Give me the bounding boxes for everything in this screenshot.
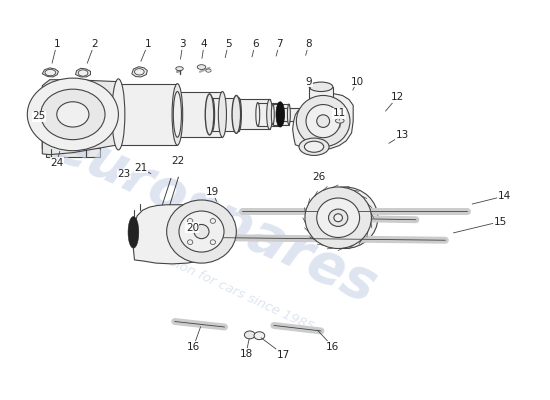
Ellipse shape xyxy=(218,92,227,137)
Text: a passion for cars since 1985: a passion for cars since 1985 xyxy=(135,240,316,334)
Text: 8: 8 xyxy=(305,39,312,49)
Text: 16: 16 xyxy=(326,342,339,352)
Polygon shape xyxy=(48,108,57,115)
Ellipse shape xyxy=(307,108,314,121)
Ellipse shape xyxy=(244,331,255,339)
Text: 1: 1 xyxy=(53,39,60,49)
Polygon shape xyxy=(42,80,118,155)
Text: 20: 20 xyxy=(186,223,199,233)
Ellipse shape xyxy=(288,104,290,125)
Polygon shape xyxy=(75,68,91,77)
Text: 15: 15 xyxy=(493,217,507,227)
Ellipse shape xyxy=(128,216,139,248)
Bar xyxy=(178,92,222,137)
Ellipse shape xyxy=(210,240,216,244)
Ellipse shape xyxy=(254,332,265,340)
Ellipse shape xyxy=(41,89,105,140)
Text: 24: 24 xyxy=(50,158,63,168)
Ellipse shape xyxy=(188,240,193,244)
Ellipse shape xyxy=(210,98,215,131)
Text: 6: 6 xyxy=(252,39,258,49)
Bar xyxy=(281,108,310,121)
Bar xyxy=(258,102,279,126)
Text: 14: 14 xyxy=(498,191,511,201)
Ellipse shape xyxy=(309,82,333,92)
Ellipse shape xyxy=(135,69,144,75)
Ellipse shape xyxy=(57,102,89,127)
Text: 5: 5 xyxy=(225,39,232,49)
Bar xyxy=(309,87,333,100)
Ellipse shape xyxy=(271,104,274,125)
Text: 19: 19 xyxy=(206,187,219,197)
Bar xyxy=(238,100,270,129)
Bar xyxy=(46,148,100,157)
Ellipse shape xyxy=(317,115,329,128)
Ellipse shape xyxy=(299,138,329,156)
Polygon shape xyxy=(42,103,118,149)
Ellipse shape xyxy=(278,108,284,121)
Text: 4: 4 xyxy=(201,39,207,49)
Text: eurospares: eurospares xyxy=(45,117,386,314)
Ellipse shape xyxy=(45,70,56,76)
Text: 17: 17 xyxy=(277,350,290,360)
Ellipse shape xyxy=(305,187,371,248)
Text: 11: 11 xyxy=(333,108,346,118)
Ellipse shape xyxy=(78,70,88,76)
Ellipse shape xyxy=(176,67,183,71)
Text: 2: 2 xyxy=(91,39,97,49)
Ellipse shape xyxy=(28,78,118,151)
Ellipse shape xyxy=(112,79,125,150)
Ellipse shape xyxy=(179,211,224,252)
Text: 25: 25 xyxy=(32,111,46,121)
Text: 1: 1 xyxy=(145,39,151,49)
Text: 13: 13 xyxy=(396,130,409,140)
Ellipse shape xyxy=(311,187,378,248)
Ellipse shape xyxy=(172,84,183,145)
Text: 10: 10 xyxy=(350,77,364,87)
Ellipse shape xyxy=(296,96,350,147)
Ellipse shape xyxy=(173,92,182,137)
Ellipse shape xyxy=(304,141,324,152)
Ellipse shape xyxy=(205,94,214,135)
Polygon shape xyxy=(293,94,353,150)
Ellipse shape xyxy=(276,102,284,127)
Ellipse shape xyxy=(206,69,211,72)
Ellipse shape xyxy=(210,218,216,223)
Text: 18: 18 xyxy=(239,349,252,359)
Ellipse shape xyxy=(336,118,344,123)
Ellipse shape xyxy=(194,224,209,239)
Polygon shape xyxy=(134,205,219,264)
Text: 26: 26 xyxy=(312,172,326,182)
Text: 21: 21 xyxy=(134,163,147,173)
Bar xyxy=(212,98,239,131)
Ellipse shape xyxy=(256,102,260,126)
Polygon shape xyxy=(42,68,58,77)
Ellipse shape xyxy=(334,214,343,222)
Bar xyxy=(118,84,178,145)
Ellipse shape xyxy=(188,218,193,223)
Text: 12: 12 xyxy=(390,92,404,102)
Text: 22: 22 xyxy=(170,156,184,166)
Text: 3: 3 xyxy=(179,39,186,49)
Ellipse shape xyxy=(236,98,241,131)
Text: 7: 7 xyxy=(276,39,283,49)
Ellipse shape xyxy=(267,100,272,129)
Ellipse shape xyxy=(232,96,241,133)
Text: 16: 16 xyxy=(187,342,200,352)
Text: 9: 9 xyxy=(305,77,312,87)
Ellipse shape xyxy=(197,65,206,70)
Ellipse shape xyxy=(167,200,236,263)
Ellipse shape xyxy=(328,209,348,226)
Ellipse shape xyxy=(317,198,360,238)
Ellipse shape xyxy=(306,104,340,138)
Text: 23: 23 xyxy=(117,169,130,179)
Bar xyxy=(273,104,289,125)
Polygon shape xyxy=(132,67,147,77)
Ellipse shape xyxy=(277,102,281,126)
Ellipse shape xyxy=(234,100,240,129)
